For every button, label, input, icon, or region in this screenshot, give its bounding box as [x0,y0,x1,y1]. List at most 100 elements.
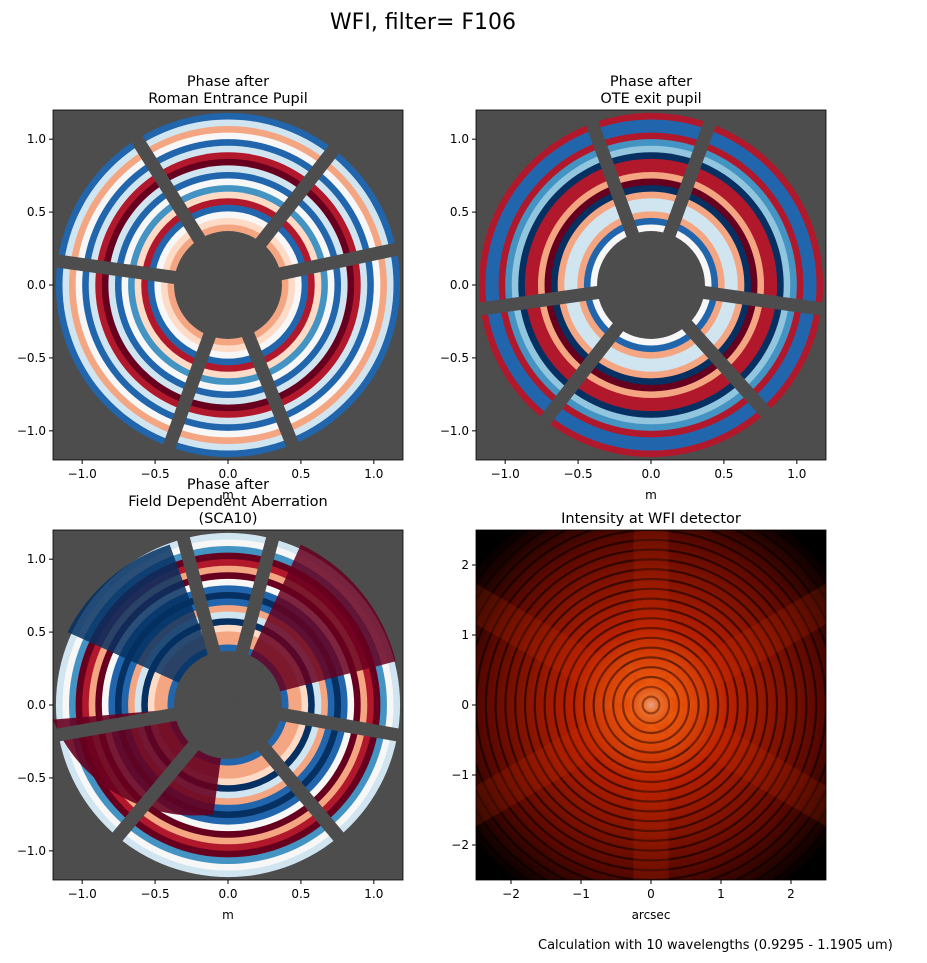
spider-strut [575,110,658,288]
psf-dark-ring [523,577,779,833]
y-tick-label: 0 [461,698,469,712]
x-tick-label: −2 [502,887,520,901]
y-tick-label: −2 [451,838,469,852]
spider-strut [152,282,235,460]
x-tick-label: 1 [717,887,725,901]
psf-dark-ring [504,558,798,852]
x-tick-label: 1.0 [364,467,383,481]
spider-strut [476,278,652,320]
psf-dark-ring [572,626,730,784]
axes-title: Phase after [610,74,692,90]
y-tick-label: −1.0 [440,424,469,438]
phase-region [228,544,396,705]
x-tick-label: 0 [647,887,655,901]
psf-dark-ring [602,656,700,754]
x-tick-label: −1 [572,887,590,901]
axes-title: (SCA10) [198,511,257,527]
y-tick-label: −1 [451,768,469,782]
psf-spike [476,563,826,847]
y-tick-label: 1.0 [450,132,469,146]
x-tick-label: −0.5 [141,467,170,481]
psf-spike [633,530,669,880]
y-tick-label: −1.0 [17,844,46,858]
spider-strut [644,110,727,288]
x-tick-label: 0.0 [218,887,237,901]
y-tick-label: 0.5 [450,205,469,219]
psf-dark-ring [621,675,681,735]
x-tick-label: −1.0 [491,467,520,481]
psf-spike [476,563,826,847]
x-tick-label: 2 [787,887,795,901]
psf-dark-ring [592,646,710,764]
y-tick-label: −0.5 [440,351,469,365]
y-tick-label: −0.5 [17,351,46,365]
x-axis-label: arcsec [632,908,671,922]
axes-title: Phase after [187,74,269,90]
psf-dark-ring [553,607,749,803]
psf-dark-ring [543,597,759,813]
y-tick-label: 0.5 [27,625,46,639]
spider-strut [222,120,359,290]
spider-strut [168,530,235,707]
y-tick-label: 2 [461,558,469,572]
phase-region [67,544,228,705]
psf-dark-ring [484,538,818,872]
psf-dark-ring [612,666,690,744]
axes-title: Intensity at WFI detector [561,511,741,527]
spider-strut [221,282,311,460]
y-tick-label: 0.0 [27,278,46,292]
footnote: Calculation with 10 wavelengths (0.9295 … [538,938,893,953]
y-tick-label: 0.5 [27,205,46,219]
axes-title: OTE exit pupil [600,91,701,107]
y-tick-label: 0.0 [450,278,469,292]
axes-title: Roman Entrance Pupil [148,91,308,107]
spider-strut [222,700,365,866]
y-tick-label: 1.0 [27,132,46,146]
psf-dark-ring [533,587,769,823]
image [476,110,826,460]
y-tick-label: 0.0 [27,698,46,712]
x-tick-label: 0.5 [291,467,310,481]
spider-strut [650,278,826,320]
spider-strut [646,280,793,442]
psf-dark-ring [631,685,671,725]
psf-dark-ring [563,617,739,793]
x-axis-label: m [222,488,234,502]
spider-strut [226,236,403,292]
axes-title: Field Dependent Aberration [128,494,327,510]
x-axis-label: m [222,908,234,922]
spider-strut [53,250,229,292]
psf-dark-ring [514,568,788,842]
image [476,530,826,880]
spider-strut [114,110,234,289]
spider-strut [226,698,403,747]
x-tick-label: 0.5 [714,467,733,481]
x-tick-label: 0.5 [291,887,310,901]
y-tick-label: 1 [461,628,469,642]
x-tick-label: −1.0 [68,887,97,901]
psf-dark-ring [494,548,808,862]
x-tick-label: 0.0 [641,467,660,481]
x-tick-label: −1.0 [68,467,97,481]
psf-dark-ring [582,636,720,774]
x-tick-label: −0.5 [141,887,170,901]
psf-halo [476,530,826,880]
y-tick-label: −0.5 [17,771,46,785]
image [53,530,403,880]
psf-dark-ring [641,695,661,715]
x-tick-label: −0.5 [564,467,593,481]
image [53,110,403,460]
y-tick-label: 1.0 [27,552,46,566]
spider-strut [520,280,657,450]
axes-title: Phase after [187,477,269,493]
spider-strut [221,530,288,707]
spider-strut [53,698,230,747]
x-axis-label: m [645,488,657,502]
x-tick-label: 1.0 [364,887,383,901]
figure-title: WFI, filter= F106 [330,10,516,35]
x-tick-label: 0.0 [218,467,237,481]
x-tick-label: 1.0 [787,467,806,481]
spider-strut [91,700,234,866]
y-tick-label: −1.0 [17,424,46,438]
